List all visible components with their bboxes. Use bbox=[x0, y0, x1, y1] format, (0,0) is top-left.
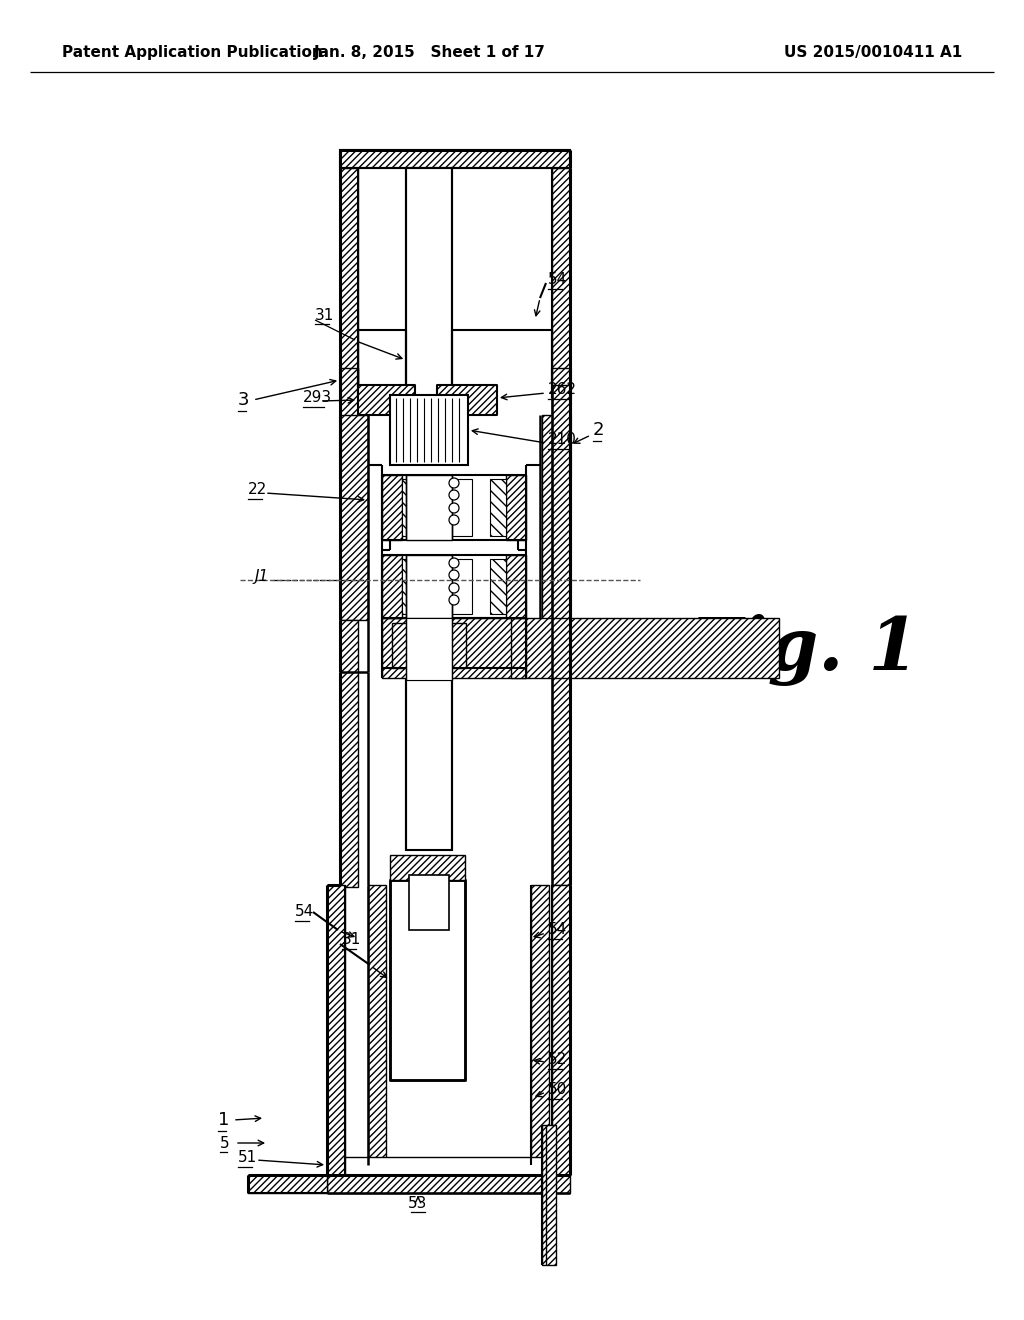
Text: 2: 2 bbox=[593, 421, 604, 440]
Bar bbox=[340, 620, 358, 887]
Text: 54: 54 bbox=[548, 923, 567, 937]
Bar bbox=[506, 475, 526, 540]
Bar bbox=[382, 618, 779, 678]
Bar bbox=[402, 479, 418, 536]
Bar bbox=[358, 168, 406, 330]
Bar bbox=[436, 558, 472, 614]
Bar bbox=[531, 884, 549, 1166]
Text: 210: 210 bbox=[548, 433, 577, 447]
Bar bbox=[406, 168, 452, 408]
Bar bbox=[382, 554, 402, 618]
Bar bbox=[542, 414, 570, 620]
Circle shape bbox=[449, 570, 459, 579]
Bar bbox=[392, 623, 466, 668]
Text: 1: 1 bbox=[218, 1111, 229, 1129]
Bar bbox=[436, 479, 472, 536]
Text: 31: 31 bbox=[315, 308, 335, 322]
Bar bbox=[345, 1158, 552, 1175]
Circle shape bbox=[449, 583, 459, 593]
Circle shape bbox=[449, 478, 459, 488]
Bar bbox=[506, 554, 526, 618]
Bar bbox=[340, 368, 358, 478]
Bar bbox=[390, 880, 465, 1080]
Circle shape bbox=[449, 515, 459, 525]
Bar bbox=[406, 618, 452, 680]
Bar bbox=[382, 475, 402, 540]
Text: Fig. 1: Fig. 1 bbox=[690, 614, 920, 686]
Bar bbox=[552, 385, 570, 884]
Bar bbox=[327, 884, 345, 1175]
Bar bbox=[368, 884, 386, 1166]
Bar bbox=[552, 368, 570, 478]
Text: 54: 54 bbox=[295, 904, 314, 920]
Bar bbox=[552, 168, 570, 399]
Bar bbox=[402, 558, 418, 614]
Text: 51: 51 bbox=[238, 1151, 257, 1166]
Bar bbox=[409, 875, 449, 931]
Bar bbox=[406, 680, 452, 850]
Bar bbox=[542, 1125, 556, 1265]
Bar bbox=[406, 554, 452, 618]
Bar bbox=[511, 618, 526, 678]
Text: 52: 52 bbox=[548, 1052, 567, 1068]
Text: 50: 50 bbox=[548, 1082, 567, 1097]
Text: 3: 3 bbox=[238, 391, 250, 409]
Text: US 2015/0010411 A1: US 2015/0010411 A1 bbox=[783, 45, 962, 59]
Text: 54: 54 bbox=[548, 272, 567, 288]
Bar bbox=[437, 385, 497, 414]
Bar bbox=[390, 395, 468, 465]
Bar bbox=[390, 855, 465, 880]
Text: J1: J1 bbox=[254, 569, 268, 585]
Bar bbox=[358, 385, 415, 414]
Bar bbox=[490, 479, 506, 536]
Bar bbox=[358, 168, 406, 399]
Bar bbox=[406, 475, 452, 540]
Text: 293: 293 bbox=[303, 391, 332, 405]
Bar bbox=[340, 150, 570, 168]
Text: 5: 5 bbox=[220, 1135, 229, 1151]
Text: 262: 262 bbox=[548, 383, 577, 397]
Bar bbox=[452, 168, 552, 399]
Bar bbox=[452, 168, 552, 330]
Text: Jan. 8, 2015   Sheet 1 of 17: Jan. 8, 2015 Sheet 1 of 17 bbox=[314, 45, 546, 59]
Circle shape bbox=[449, 490, 459, 500]
Text: 53: 53 bbox=[409, 1196, 428, 1210]
Text: Patent Application Publication: Patent Application Publication bbox=[62, 45, 323, 59]
Bar bbox=[552, 884, 570, 1175]
Bar bbox=[490, 558, 506, 614]
Bar bbox=[340, 414, 368, 620]
Bar bbox=[340, 168, 358, 399]
Bar bbox=[248, 1175, 327, 1193]
Text: 31: 31 bbox=[342, 932, 361, 948]
Bar bbox=[368, 414, 540, 620]
Bar bbox=[327, 1175, 570, 1193]
Text: 22: 22 bbox=[248, 483, 267, 498]
Circle shape bbox=[449, 558, 459, 568]
Circle shape bbox=[449, 595, 459, 605]
Circle shape bbox=[449, 503, 459, 513]
